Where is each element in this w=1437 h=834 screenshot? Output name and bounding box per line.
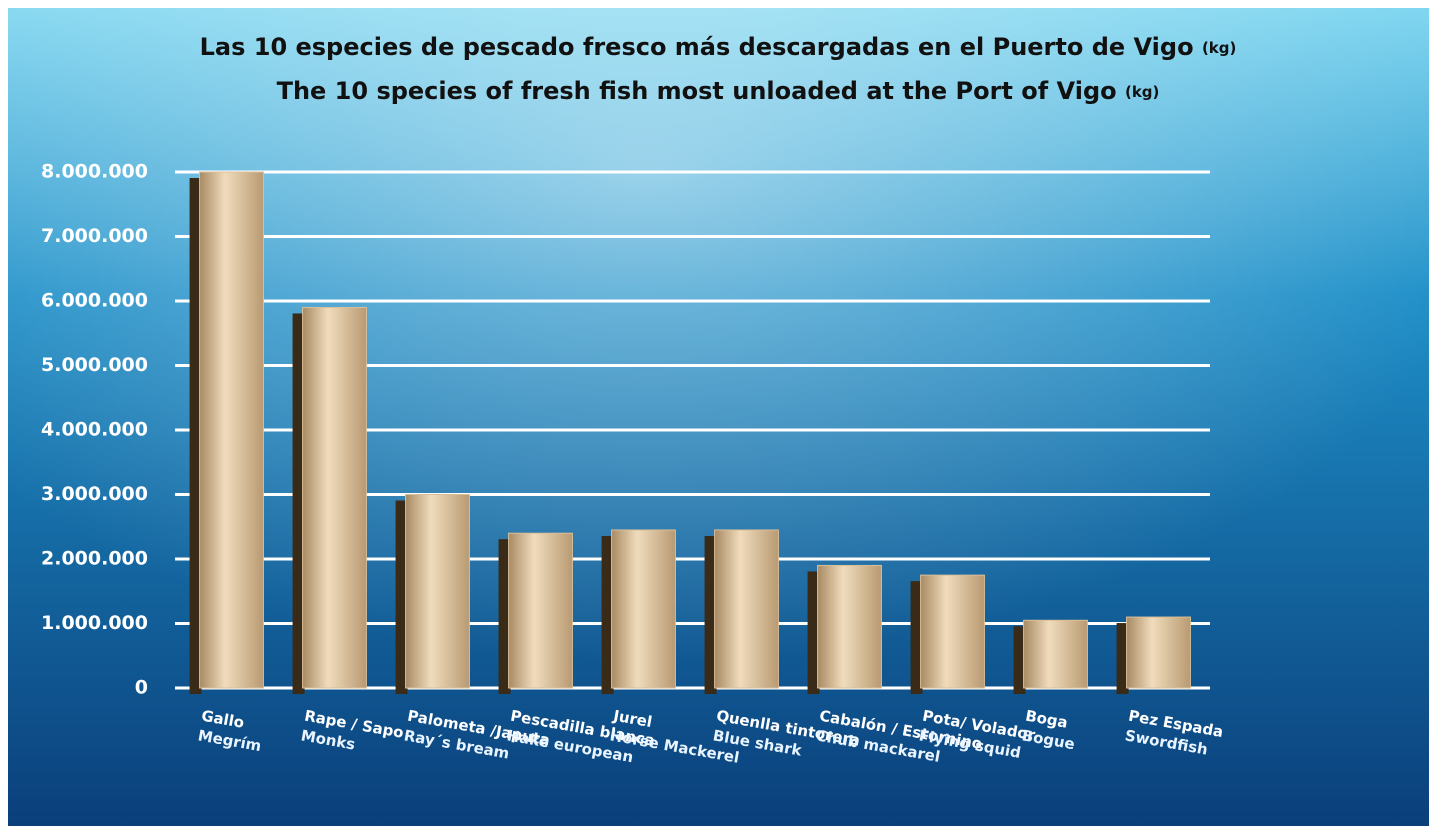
chart: Las 10 especies de pescado fresco más de… — [0, 0, 1437, 834]
bar — [200, 172, 264, 688]
y-tick-label: 2.000.000 — [41, 548, 148, 570]
chart-title: Las 10 especies de pescado fresco más de… — [200, 33, 1237, 61]
y-tick-label: 3.000.000 — [41, 483, 148, 505]
bar — [509, 533, 573, 688]
title-text: Las 10 especies de pescado fresco más de… — [200, 33, 1194, 61]
bar — [612, 530, 676, 688]
bar — [406, 495, 470, 689]
bar — [1024, 620, 1088, 688]
y-tick-label: 4.000.000 — [41, 419, 148, 441]
subtitle-unit: (kg) — [1125, 83, 1159, 101]
chart-subtitle: The 10 species of fresh fish most unload… — [277, 77, 1160, 105]
bar — [715, 530, 779, 688]
bar — [818, 565, 882, 688]
y-tick-label: 6.000.000 — [41, 290, 148, 312]
bar — [921, 575, 985, 688]
y-tick-label: 1.000.000 — [41, 612, 148, 634]
y-tick-label: 0 — [135, 677, 148, 699]
bar — [303, 307, 367, 688]
y-tick-label: 5.000.000 — [41, 354, 148, 376]
y-tick-label: 7.000.000 — [41, 225, 148, 247]
page: Las 10 especies de pescado fresco más de… — [0, 0, 1437, 834]
bar — [1127, 617, 1191, 688]
title-unit: (kg) — [1202, 39, 1236, 57]
y-tick-label: 8.000.000 — [41, 161, 148, 183]
subtitle-text: The 10 species of fresh fish most unload… — [277, 77, 1117, 105]
